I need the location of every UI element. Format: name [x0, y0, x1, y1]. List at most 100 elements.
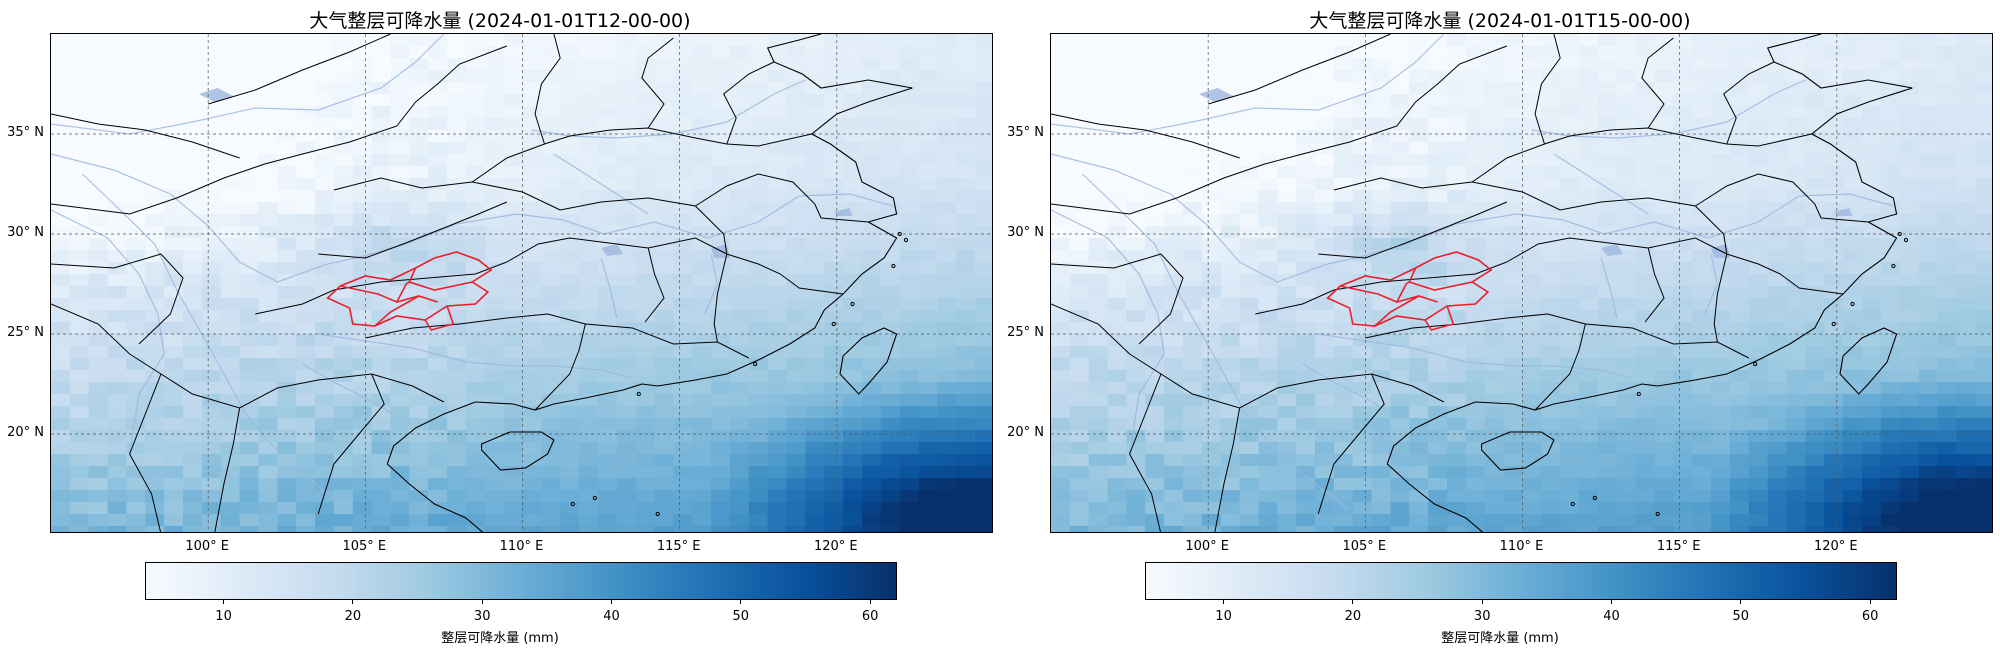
pwv-cell	[1145, 214, 1165, 227]
pwv-cell	[1786, 262, 1806, 275]
pwv-cell	[597, 394, 618, 407]
pwv-cell	[1692, 478, 1712, 491]
pwv-cell	[918, 274, 939, 287]
pwv-cell	[1183, 238, 1203, 251]
pwv-cell	[692, 130, 712, 143]
pwv-cell	[51, 70, 71, 83]
pwv-cell	[1918, 142, 1939, 155]
pwv-cell	[1899, 58, 1920, 71]
colorbar-tick-label: 30	[1473, 609, 1491, 624]
pwv-cell	[635, 394, 656, 407]
pwv-cell	[1183, 214, 1203, 227]
pwv-cell	[1220, 334, 1241, 347]
pwv-cell	[1428, 118, 1448, 131]
pwv-cell	[579, 46, 599, 59]
pwv-cell	[541, 214, 561, 227]
pwv-cell	[371, 526, 392, 532]
pwv-cell	[1428, 442, 1448, 455]
pwv-cell	[333, 46, 354, 59]
pwv-cell	[145, 46, 165, 59]
pwv-cell	[1088, 214, 1109, 227]
pwv-cell	[1862, 154, 1882, 167]
pwv-cell	[1748, 226, 1769, 239]
pwv-cell	[1692, 322, 1712, 335]
pwv-cell	[1522, 154, 1542, 167]
pwv-cell	[88, 334, 109, 347]
pwv-cell	[333, 34, 354, 47]
pwv-cell	[428, 118, 448, 131]
pwv-cell	[1805, 358, 1825, 371]
pwv-cell	[1711, 34, 1731, 47]
pwv-cell	[164, 310, 184, 323]
pwv-cell	[1730, 274, 1750, 287]
pwv-cell	[1315, 298, 1335, 311]
pwv-cell	[673, 70, 693, 83]
pwv-cell	[692, 502, 712, 515]
pwv-cell	[1975, 94, 1992, 107]
pwv-cell	[1956, 106, 1976, 119]
pwv-cell	[1296, 94, 1316, 107]
pwv-cell	[1805, 334, 1825, 347]
pwv-cell	[390, 442, 410, 455]
pwv-cell	[1843, 58, 1863, 71]
pwv-cell	[1748, 322, 1769, 335]
pwv-cell	[1277, 130, 1297, 143]
pwv-cell	[69, 250, 90, 263]
pwv-cell	[1088, 286, 1109, 299]
pwv-cell	[239, 478, 260, 491]
pwv-cell	[1183, 310, 1203, 323]
pwv-cell	[1937, 382, 1957, 395]
pwv-cell	[88, 106, 109, 119]
pwv-cell	[277, 466, 297, 479]
pwv-cell	[409, 454, 429, 467]
pwv-cell	[1635, 154, 1656, 167]
pwv-cell	[1730, 118, 1750, 131]
pwv-cell	[51, 418, 71, 431]
pwv-cell	[447, 226, 467, 239]
pwv-cell	[1824, 166, 1844, 179]
pwv-cell	[1164, 478, 1184, 491]
pwv-cell	[1767, 382, 1788, 395]
pwv-cell	[1315, 274, 1335, 287]
pwv-cell	[956, 370, 976, 383]
pwv-cell	[579, 346, 599, 359]
pwv-cell	[1748, 82, 1769, 95]
pwv-cell	[1560, 70, 1580, 83]
pwv-cell	[1183, 154, 1203, 167]
pwv-cell	[579, 70, 599, 83]
pwv-cell	[1560, 442, 1580, 455]
pwv-cell	[1824, 178, 1844, 191]
pwv-cell	[126, 286, 146, 299]
pwv-cell	[371, 202, 392, 215]
pwv-cell	[805, 94, 825, 107]
pwv-cell	[579, 526, 599, 532]
pwv-cell	[560, 142, 580, 155]
pwv-cell	[541, 238, 561, 251]
pwv-cell	[447, 58, 467, 71]
pwv-cell	[1560, 238, 1580, 251]
pwv-cell	[711, 82, 731, 95]
pwv-cell	[183, 298, 203, 311]
pwv-cell	[107, 286, 128, 299]
pwv-cell	[767, 346, 788, 359]
pwv-cell	[201, 394, 222, 407]
pwv-cell	[1145, 286, 1165, 299]
pwv-cell	[1051, 526, 1071, 532]
pwv-cell	[1239, 142, 1260, 155]
border-line	[585, 323, 750, 359]
pwv-cell	[1767, 286, 1788, 299]
pwv-cell	[1352, 478, 1373, 491]
pwv-cell	[1220, 430, 1241, 443]
pwv-cell	[805, 526, 825, 532]
pwv-cell	[503, 334, 524, 347]
pwv-cell	[484, 226, 505, 239]
colorbar-tick-mark	[1740, 599, 1742, 604]
pwv-cell	[164, 142, 184, 155]
pwv-cell	[541, 154, 561, 167]
pwv-cell	[51, 466, 71, 479]
pwv-cell	[560, 34, 580, 47]
pwv-cell	[1465, 514, 1486, 527]
pwv-cell	[692, 514, 712, 527]
pwv-cell	[1107, 178, 1128, 191]
pwv-cell	[1088, 418, 1109, 431]
